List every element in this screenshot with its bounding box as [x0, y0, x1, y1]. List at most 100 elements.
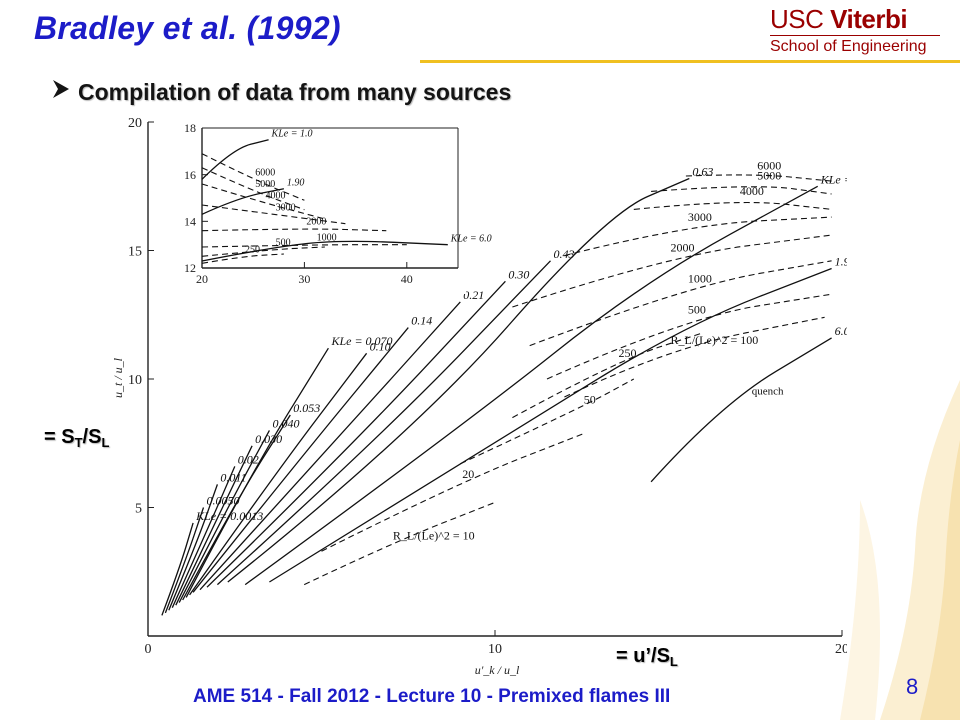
inset-solid-line-kle-1-0: [201, 139, 269, 180]
inset-series: [201, 139, 448, 264]
main-dashed-line-label-5000: 5000: [757, 169, 781, 183]
inset-y-tick-label-12: 12: [184, 261, 196, 275]
annotation-y-sub1: T: [74, 435, 83, 450]
main-solid-line-0-030: [175, 445, 253, 606]
inset-solid-line-label-kle-6-0: KLe = 6.0: [450, 234, 492, 245]
main-y-axis-title: u_t / u_l: [111, 357, 125, 398]
main-solid-line-label-1-90: 1.90: [835, 254, 847, 268]
main-solid-line-label-0-0050: 0.0050: [207, 494, 240, 508]
inset-dashed-line-label-3000: 3000: [276, 202, 296, 213]
main-dashed-line-label-4000: 4000: [740, 184, 764, 198]
main-dashed-line-r-l-le-2-100: [564, 316, 825, 398]
main-dashed-line-1000: [529, 260, 832, 347]
inset-dashed-line-250: [201, 253, 284, 264]
main-dashed-line-label-2000: 2000: [671, 241, 695, 255]
inset-dashed-line-5000: [201, 167, 305, 211]
main-solid-line-0-14: [192, 327, 409, 593]
inset-dashed-line-500: [201, 246, 325, 257]
annotation-y-sub2: L: [101, 435, 110, 450]
main-annotation-quench: quench: [752, 385, 784, 397]
main-dashed-line-6000: [685, 174, 832, 182]
inset-background: [198, 124, 466, 294]
main-solid-line-label-0-030: 0.030: [255, 432, 282, 446]
main-solid-line-label-0-30: 0.30: [508, 267, 529, 281]
main-dashed-line-label-3000: 3000: [688, 210, 712, 224]
main-solid-line-0-43: [216, 260, 551, 586]
inset-dashed-line-1000: [201, 244, 407, 248]
bullet-text: Compilation of data from many sources: [78, 79, 512, 105]
main-dashed-line-5000: [651, 186, 832, 195]
inset-dashed-line-2000: [201, 228, 387, 232]
inset-solid-line-label-kle-1-0: KLe = 1.0: [271, 129, 313, 140]
inset-solid-line-kle-6-0: [201, 240, 448, 262]
bullet-point: Compilation of data from many sources: [50, 78, 511, 106]
main-solid-line-label-kle-0-070: KLe = 0.070: [330, 334, 392, 348]
main-dashed-line-20: [321, 432, 586, 552]
main-dashed-line-label-r-l-le-2-10: R_L/(Le)^2 = 10: [393, 528, 475, 542]
main-dashed-line-label-r-l-le-2-100: R_L/(Le)^2 = 100: [671, 333, 759, 347]
main-dashed-line-label-1000: 1000: [688, 271, 712, 285]
main-x-tick-label-0: 0: [145, 642, 152, 657]
inset-dashed-line-3000: [201, 204, 346, 225]
main-solid-line-label-0-14: 0.14: [411, 314, 432, 328]
main-solid-line-label-0-053: 0.053: [293, 401, 320, 415]
main-dashed-line-label-20: 20: [462, 467, 474, 481]
main-solid-line-6-0: [650, 337, 832, 483]
main-x-tick-label-10: 10: [488, 642, 502, 657]
main-solid-line-label-0-10: 0.10: [370, 339, 391, 353]
main-dashed-line-label-50: 50: [584, 392, 596, 406]
main-solid-line-0-21: [199, 301, 461, 591]
logo-text-usc: USC: [770, 4, 824, 34]
main-solid-line-0-10: [189, 352, 368, 596]
main-solid-line-0-63: [227, 177, 690, 583]
main-x-axis-title: u'_k / u_l: [475, 663, 520, 677]
main-y-tick-label-10: 10: [128, 373, 142, 388]
arrow-bullet-icon: [50, 78, 78, 106]
inset-dashed-line-label-250: 250: [245, 244, 260, 255]
background-decoration: [840, 380, 960, 720]
main-dashed-line-label-500: 500: [688, 302, 706, 316]
main-y-tick-label-5: 5: [135, 501, 142, 516]
inset-dashed-line-label-2000: 2000: [306, 216, 326, 227]
main-solid-line-kle-1-00: [244, 185, 819, 586]
inset-x-tick-label-20: 20: [196, 272, 208, 286]
main-dashed-line-50: [460, 378, 635, 465]
main-solid-line-0-02: [171, 466, 236, 608]
main-solid-line-label-0-43: 0.43: [554, 247, 575, 261]
slide-footer: AME 514 - Fall 2012 - Lecture 10 - Premi…: [193, 686, 671, 707]
main-dashed-line-4000: [633, 201, 832, 210]
main-solid-line-label-0-040: 0.040: [272, 416, 299, 430]
main-solid-line-0-040: [178, 430, 270, 603]
annotation-y-prefix: = S: [44, 426, 75, 448]
main-solid-line-label-kle-1-00: KLe = 1.00: [820, 172, 847, 186]
slide-title: Bradley et al. (1992): [34, 10, 341, 46]
main-solid-line-0-0050: [164, 507, 205, 614]
inset-frame: [201, 127, 459, 269]
main-solid-line-label-kle-0-0013: KLe = 0.0013: [195, 509, 263, 523]
main-solid-line-label-6-0: 6.0: [835, 324, 847, 338]
inset-x-tick-label-30: 30: [298, 272, 310, 286]
logo-text-school: School of Engineering: [770, 38, 927, 55]
inset-y-tick-label-14: 14: [184, 215, 196, 229]
inset-dashed-line-4000: [201, 183, 326, 220]
main-solid-line-1-90: [269, 267, 832, 583]
logo-text-viterbi: Viterbi: [830, 4, 908, 34]
annotation-x-sub: L: [669, 654, 678, 669]
main-solid-line-label-0-63: 0.63: [692, 165, 713, 179]
inset-y-tick-label-16: 16: [184, 168, 196, 182]
logo-rule: [770, 35, 940, 36]
main-solid-line-label-0-011: 0.011: [220, 470, 246, 484]
annotation-y-mid: /S: [82, 426, 102, 448]
annotation-x-prefix: = u’/S: [616, 645, 670, 667]
inset-dashed-line-label-4000: 4000: [265, 191, 285, 202]
main-solid-line-label-0-21: 0.21: [463, 288, 484, 302]
main-solid-line-0-30: [206, 280, 506, 588]
title-divider-mask: [0, 60, 420, 63]
inset-y-tick-label-18: 18: [184, 121, 196, 135]
main-solid-line-0-011: [168, 484, 219, 611]
inset-x-tick-label-40: 40: [401, 272, 413, 286]
annotation-st-over-sl: = ST/SL: [44, 426, 109, 450]
annotation-u-over-sl: = u’/SL: [616, 645, 678, 669]
usc-viterbi-logo: USC Viterbi School of Engineering: [770, 4, 950, 58]
